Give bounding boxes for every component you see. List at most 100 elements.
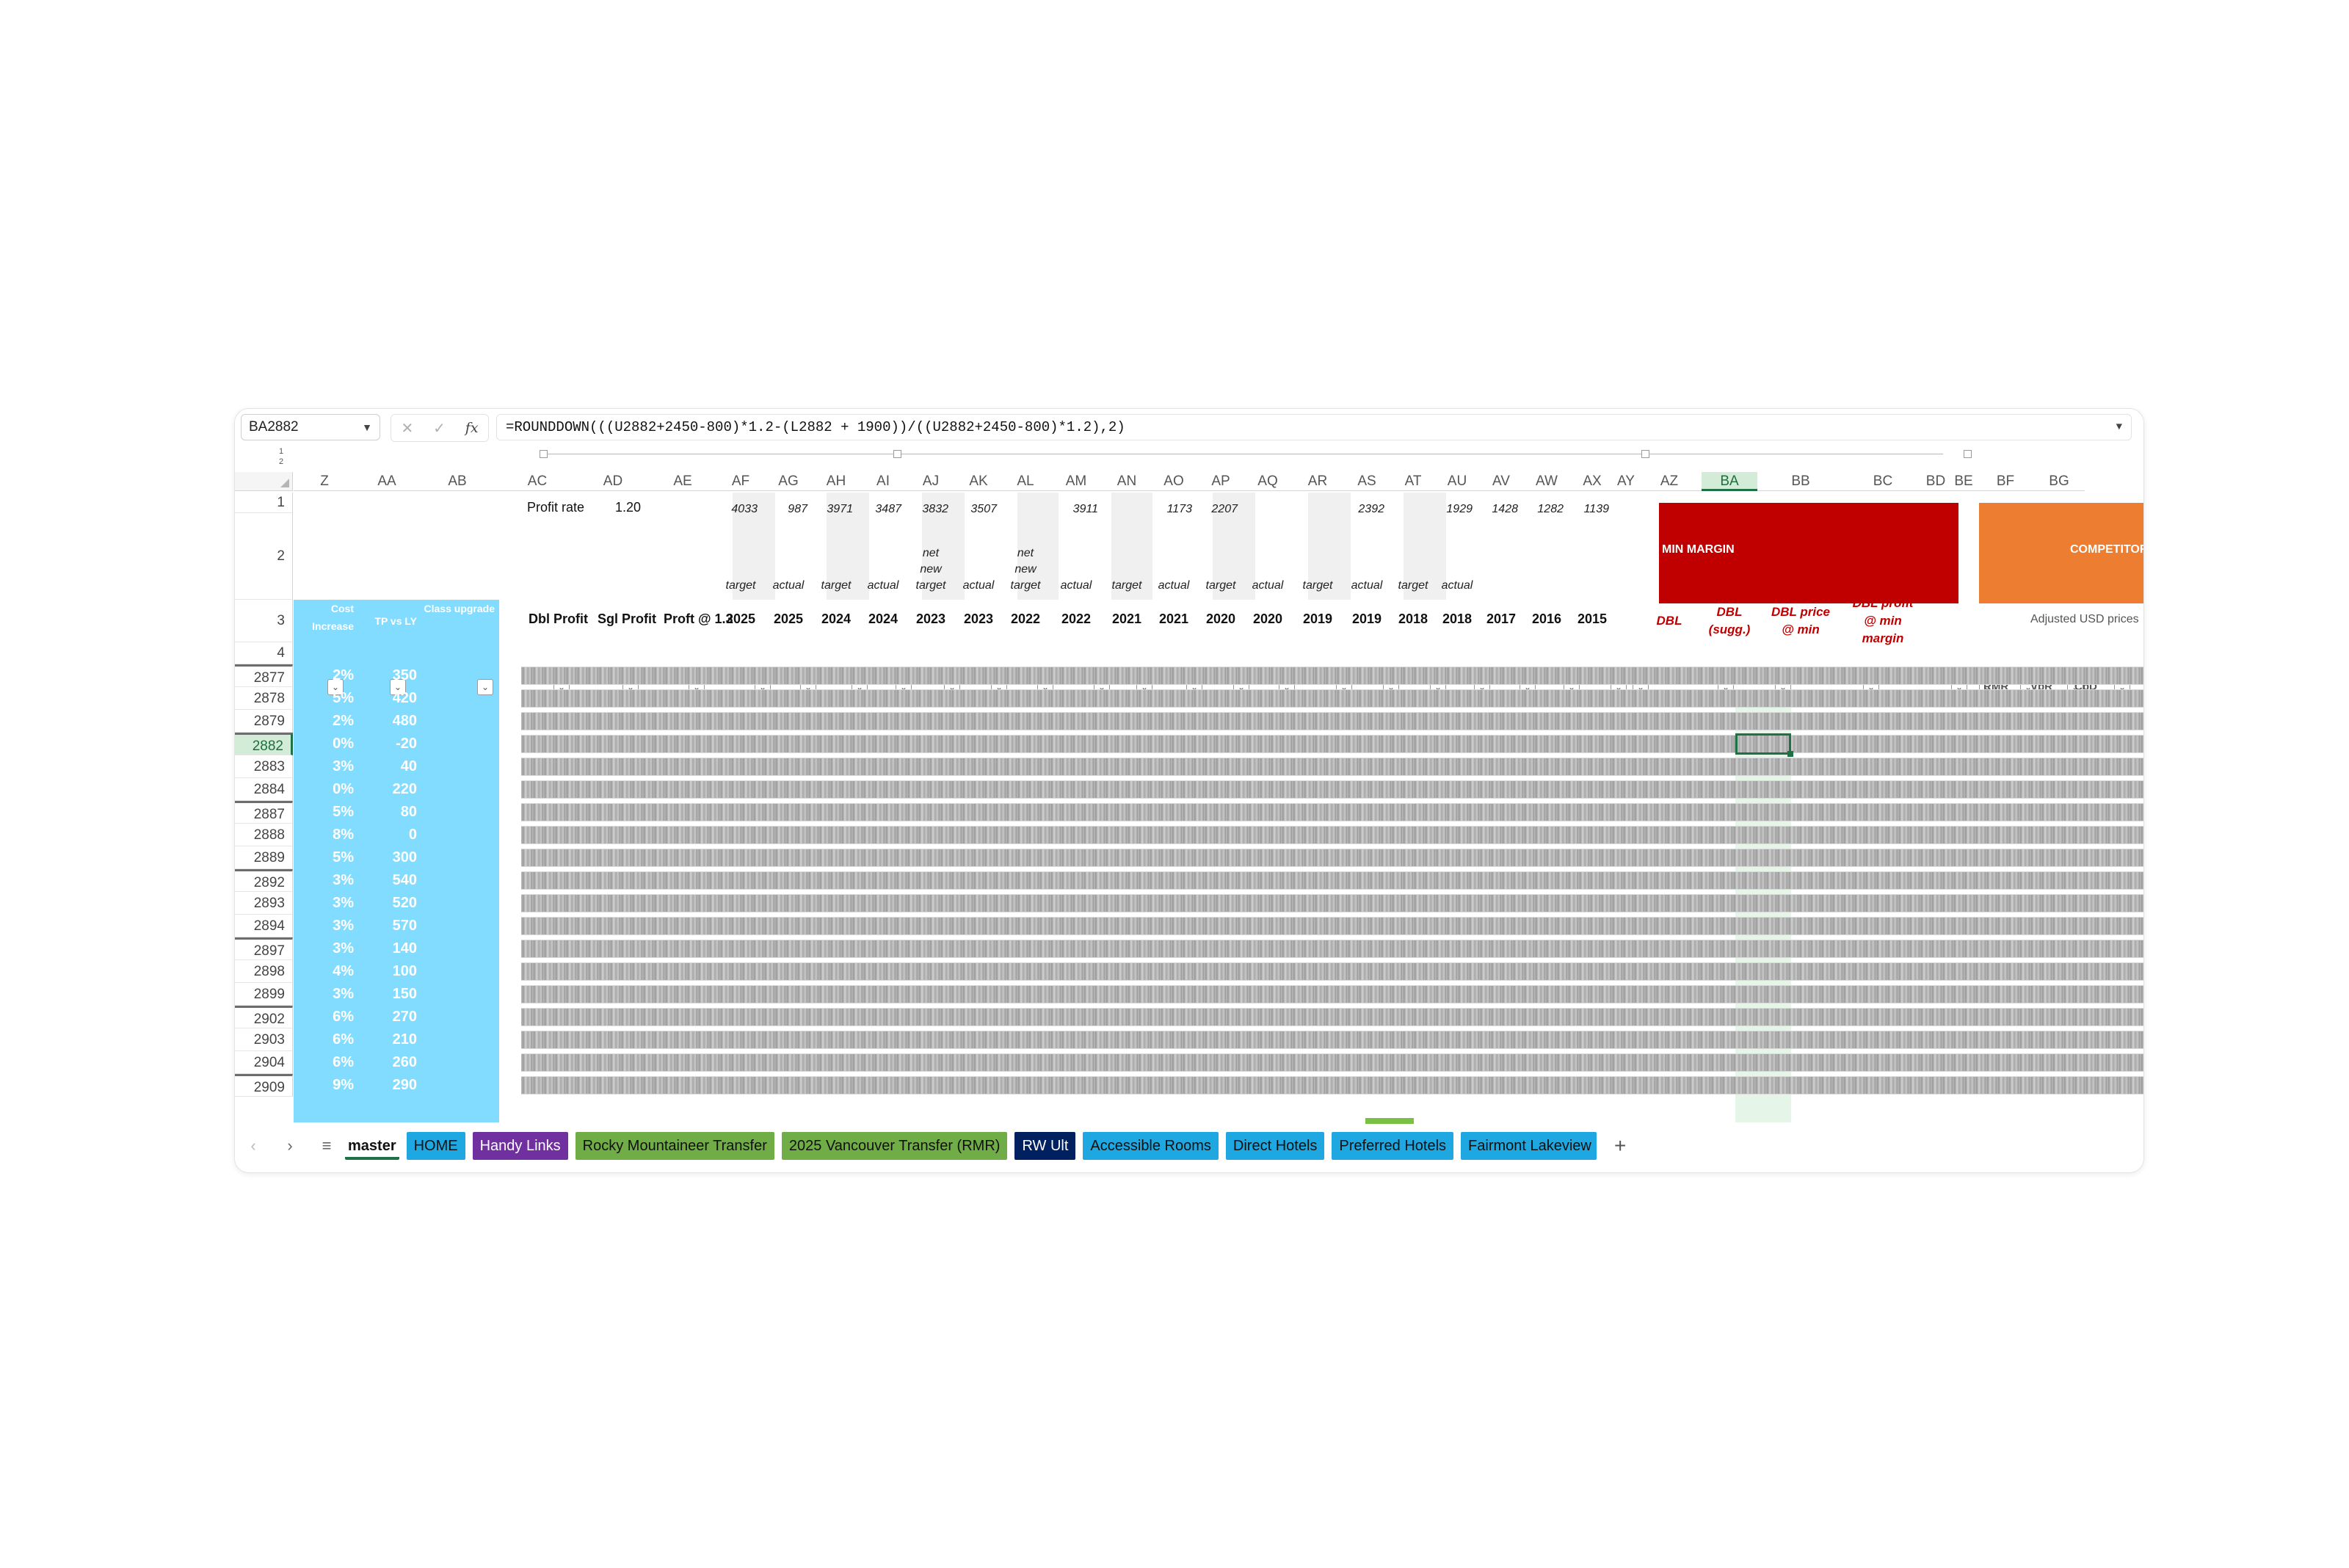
column-header-at[interactable]: AT xyxy=(1390,472,1436,491)
year-type-label[interactable]: actual xyxy=(1060,579,1092,592)
redacted-row-cells[interactable] xyxy=(521,1053,2143,1072)
redacted-row-cells[interactable] xyxy=(521,985,2143,1003)
sheet-tab-direct-hotels[interactable]: Direct Hotels xyxy=(1225,1132,1325,1160)
tp-vs-ly-cell[interactable]: -20 xyxy=(396,736,417,752)
year-type-label[interactable]: net new target xyxy=(915,547,946,592)
cost-increase-cell[interactable]: 3% xyxy=(333,918,354,934)
cost-increase-cell[interactable]: 3% xyxy=(333,895,354,911)
year-header[interactable]: 2018 xyxy=(1442,611,1473,626)
row-header[interactable]: 2887 xyxy=(235,801,293,824)
cost-increase-cell[interactable]: 3% xyxy=(333,986,354,1002)
sheet-tab-rocky-mountaineer-transfer[interactable]: Rocky Mountaineer Transfer xyxy=(575,1132,774,1160)
column-header-aa[interactable]: AA xyxy=(355,472,418,491)
column-header-av[interactable]: AV xyxy=(1478,472,1524,491)
column-header-z[interactable]: Z xyxy=(294,472,355,491)
profit-rate-value[interactable]: 1.20 xyxy=(615,500,642,515)
year-header[interactable]: 2020 xyxy=(1252,611,1283,626)
year-header[interactable]: 2020 xyxy=(1205,611,1236,626)
year-type-label[interactable]: actual xyxy=(1158,579,1190,592)
sheet-tab-fairmont-lakeview[interactable]: Fairmont Lakeview xyxy=(1461,1132,1597,1160)
column-header-ac[interactable]: AC xyxy=(496,472,578,491)
column-header-ba[interactable]: BA xyxy=(1702,472,1757,491)
sheet-grid[interactable]: Z AA AB AC AD AE AF AG AH AI AJ AK AL AM AN AO AP AQ AR AS A… xyxy=(235,472,2143,1124)
redacted-row-cells[interactable] xyxy=(521,826,2143,844)
year-header[interactable]: 2023 xyxy=(915,611,946,626)
year-header[interactable]: 2021 xyxy=(1158,611,1189,626)
redacted-row-cells[interactable] xyxy=(521,689,2143,708)
red-header[interactable]: DBL profit @ min margin xyxy=(1852,596,1914,645)
year-type-label[interactable]: actual xyxy=(1351,579,1383,592)
year-header[interactable]: 2022 xyxy=(1061,611,1092,626)
row-header[interactable]: 4 xyxy=(235,642,293,664)
year-header[interactable]: 2025 xyxy=(773,611,804,626)
sheet-tab-handy-links[interactable]: Handy Links xyxy=(472,1132,568,1160)
cost-increase-cell[interactable]: 5% xyxy=(333,690,354,706)
column-header-aw[interactable]: AW xyxy=(1524,472,1569,491)
column-header-ar[interactable]: AR xyxy=(1292,472,1343,491)
column-header-ah[interactable]: AH xyxy=(813,472,859,491)
year-header[interactable]: 2016 xyxy=(1531,611,1562,626)
redacted-row-cells[interactable] xyxy=(521,917,2143,935)
year-header[interactable]: 2023 xyxy=(963,611,994,626)
cost-increase-cell[interactable]: 6% xyxy=(333,1009,354,1025)
cancel-icon[interactable]: ✕ xyxy=(401,419,414,437)
redacted-row-cells[interactable] xyxy=(521,962,2143,981)
cost-increase-cell[interactable]: 0% xyxy=(333,736,354,752)
competitor-block[interactable] xyxy=(1979,503,2143,603)
tp-vs-ly-cell[interactable]: 150 xyxy=(392,986,417,1002)
tp-vs-ly-cell[interactable]: 0 xyxy=(408,827,417,843)
tp-vs-ly-cell[interactable]: 210 xyxy=(392,1031,417,1048)
cost-increase-cell[interactable]: 2% xyxy=(333,713,354,729)
cost-increase-cell[interactable]: 2% xyxy=(333,667,354,683)
row1-value[interactable]: 2207 xyxy=(1211,503,1238,515)
tp-vs-ly-cell[interactable]: 350 xyxy=(392,667,417,683)
tp-vs-ly-cell[interactable]: 290 xyxy=(392,1077,417,1093)
column-header-ax[interactable]: AX xyxy=(1569,472,1615,491)
column-header-an[interactable]: AN xyxy=(1104,472,1150,491)
tp-vs-ly-cell[interactable]: 480 xyxy=(392,713,417,729)
dbl-profit-header[interactable]: Dbl Profit xyxy=(529,611,588,626)
redacted-row-cells[interactable] xyxy=(521,849,2143,867)
add-sheet-button[interactable]: + xyxy=(1614,1134,1627,1157)
row1-value[interactable]: 2392 xyxy=(1358,503,1384,515)
insert-function-icon[interactable]: fx xyxy=(465,420,479,436)
profit-rate-label[interactable]: Profit rate xyxy=(527,500,585,515)
year-type-label[interactable]: target xyxy=(1302,579,1333,592)
row-header[interactable]: 2903 xyxy=(235,1028,293,1051)
tp-vs-ly-cell[interactable]: 40 xyxy=(400,758,417,774)
tp-vs-ly-cell[interactable]: 260 xyxy=(392,1054,417,1070)
column-header-ay[interactable]: AY xyxy=(1615,472,1637,491)
cost-increase-cell[interactable]: 8% xyxy=(333,827,354,843)
row1-value[interactable]: 1173 xyxy=(1166,503,1192,515)
column-header-am[interactable]: AM xyxy=(1048,472,1104,491)
row-header[interactable]: 2897 xyxy=(235,937,293,960)
name-box[interactable]: BA2882 ▼ xyxy=(241,414,380,440)
cost-increase-cell[interactable]: 3% xyxy=(333,872,354,888)
tp-vs-ly-cell[interactable]: 140 xyxy=(392,940,417,957)
row-header[interactable]: 2898 xyxy=(235,960,293,983)
redacted-row-cells[interactable] xyxy=(521,712,2143,730)
tp-vs-ly-cell[interactable]: 540 xyxy=(392,872,417,888)
column-header-bc[interactable]: BC xyxy=(1844,472,1922,491)
year-type-label[interactable]: actual xyxy=(1252,579,1284,592)
row-header[interactable]: 2882 xyxy=(235,733,293,755)
outline-collapse-button[interactable] xyxy=(1964,450,1972,458)
outline-collapse-button[interactable] xyxy=(893,450,901,458)
row1-value[interactable]: 987 xyxy=(788,503,807,515)
outline-collapse-button[interactable] xyxy=(1641,450,1649,458)
redacted-row-cells[interactable] xyxy=(521,940,2143,958)
row1-value[interactable]: 4033 xyxy=(731,503,758,515)
tp-vs-ly-cell[interactable]: 100 xyxy=(392,963,417,979)
row-header[interactable]: 3 xyxy=(235,600,293,642)
filter-dropdown-icon[interactable]: ⌄ xyxy=(390,679,406,695)
row-header[interactable]: 2884 xyxy=(235,778,293,801)
tp-vs-ly-cell[interactable]: 520 xyxy=(392,895,417,911)
year-type-label[interactable]: actual xyxy=(867,579,899,592)
class-upgrade-header[interactable]: Class upgrade xyxy=(424,603,495,614)
formula-input[interactable]: =ROUNDDOWN(((U2882+2450-800)*1.2-(L2882 … xyxy=(496,414,2132,440)
red-header[interactable]: DBL xyxy=(1656,614,1682,628)
cost-increase-cell[interactable]: 9% xyxy=(333,1077,354,1093)
filter-dropdown-icon[interactable]: ⌄ xyxy=(477,679,493,695)
year-type-label[interactable]: target xyxy=(821,579,852,592)
expand-formula-icon[interactable]: ▼ xyxy=(2116,421,2122,433)
